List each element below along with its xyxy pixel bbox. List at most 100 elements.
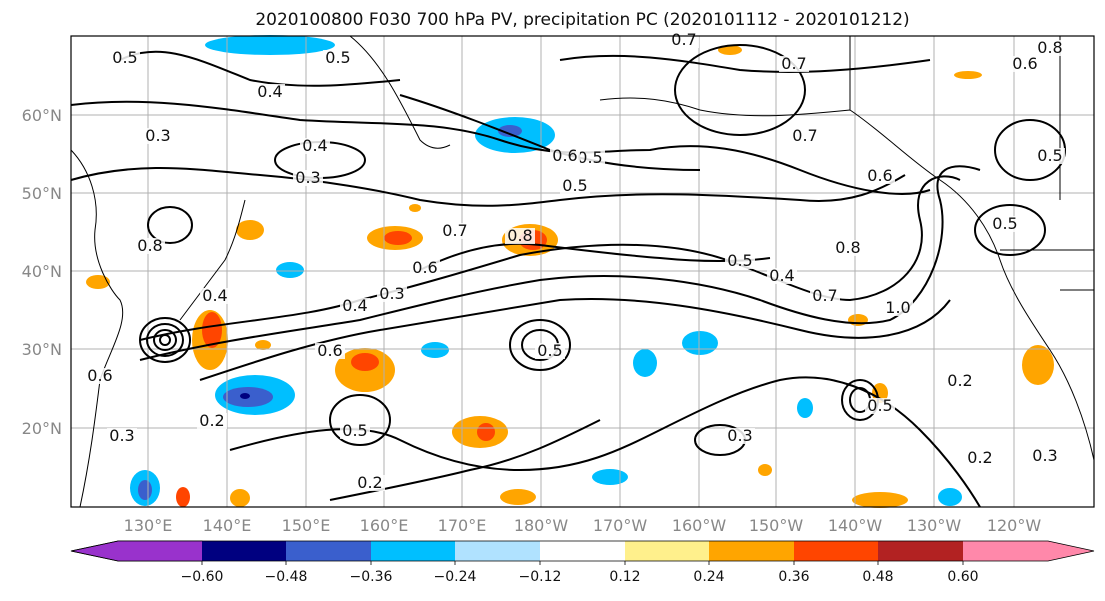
lon-label: 140°E bbox=[203, 516, 252, 535]
contour-label: 0.6 bbox=[867, 166, 892, 185]
pv-closed-contour bbox=[974, 204, 1046, 256]
contour-label: 0.4 bbox=[257, 82, 282, 101]
colorbar-swatch bbox=[625, 541, 709, 561]
map-title: 2020100800 F030 700 hPa PV, precipitatio… bbox=[255, 10, 910, 30]
lon-label: 150°W bbox=[749, 516, 804, 535]
pv-contour bbox=[70, 100, 931, 195]
contour-label: 0.6 bbox=[317, 341, 342, 360]
colorbar-swatch bbox=[202, 541, 286, 561]
longitude-labels: 130°E 140°E 150°E 160°E 170°E 180°W 170°W 160°W… bbox=[124, 516, 1042, 535]
positive-anomaly-patch bbox=[409, 204, 421, 212]
colorbar-tick-label: −0.12 bbox=[519, 569, 562, 585]
contour-label-bg bbox=[300, 138, 330, 154]
positive-anomaly-core bbox=[477, 423, 495, 441]
alaska-coastline bbox=[599, 97, 701, 111]
lon-label: 180°W bbox=[514, 516, 569, 535]
contour-label: 0.7 bbox=[671, 30, 696, 49]
contour-label: 0.3 bbox=[145, 126, 170, 145]
contour-label: 0.3 bbox=[295, 168, 320, 187]
contour-label: 0.8 bbox=[835, 238, 860, 257]
contour-label-bg bbox=[767, 268, 797, 284]
positive-anomaly-patch bbox=[86, 275, 110, 289]
contour-label: 0.7 bbox=[812, 286, 837, 305]
contour-label: 0.5 bbox=[537, 341, 562, 360]
contour-label: 0.2 bbox=[947, 371, 972, 390]
lat-label: 20°N bbox=[22, 419, 62, 438]
contour-label: 0.3 bbox=[379, 284, 404, 303]
colorbar-swatch bbox=[709, 541, 794, 561]
contour-label: 0.4 bbox=[302, 136, 327, 155]
contour-label-bg bbox=[790, 128, 820, 144]
positive-anomaly-patch bbox=[236, 220, 264, 240]
contour-label: 0.3 bbox=[1032, 446, 1057, 465]
contour-label-bg bbox=[1010, 56, 1040, 72]
positive-anomaly-patch bbox=[1022, 345, 1054, 385]
contour-label: 1.0 bbox=[885, 298, 910, 317]
contour-label-bg bbox=[377, 286, 407, 302]
contour-label-bg bbox=[945, 373, 975, 389]
pv-contour bbox=[139, 165, 981, 361]
contour-label-bg bbox=[535, 343, 565, 359]
contour-label-bg bbox=[85, 368, 115, 384]
pv-contour bbox=[559, 54, 931, 73]
negative-anomaly-patch bbox=[682, 331, 718, 355]
contour-label: 0.2 bbox=[357, 473, 382, 492]
map-frame bbox=[70, 35, 1095, 508]
coastlines bbox=[70, 35, 1095, 508]
asia-coastline bbox=[70, 149, 124, 508]
positive-anomaly-patch bbox=[758, 464, 772, 476]
colorbar-swatch bbox=[455, 541, 540, 561]
contour-label: 0.2 bbox=[967, 448, 992, 467]
colorbar-tick-label: −0.36 bbox=[350, 569, 393, 585]
colorbar: −0.60 −0.48 −0.36 −0.24 −0.12 0.12 0.24 0.36 0.4… bbox=[70, 540, 1095, 585]
contour-label-bg bbox=[990, 216, 1020, 232]
north-america-coastline bbox=[699, 109, 1095, 461]
pv-contour bbox=[199, 298, 951, 381]
contour-label: 0.4 bbox=[202, 286, 227, 305]
contour-label: 0.5 bbox=[562, 176, 587, 195]
contour-label: 0.5 bbox=[577, 148, 602, 167]
precip-shading bbox=[86, 35, 1054, 508]
contour-label: 0.5 bbox=[727, 251, 752, 270]
contour-label: 0.6 bbox=[87, 366, 112, 385]
lat-label: 40°N bbox=[22, 262, 62, 281]
contour-label: 0.6 bbox=[552, 146, 577, 165]
latitude-labels: 60°N 50°N 40°N 30°N 20°N bbox=[22, 106, 62, 438]
lon-label: 160°W bbox=[672, 516, 727, 535]
colorbar-extend-high bbox=[963, 541, 1094, 561]
contour-label: 0.7 bbox=[781, 54, 806, 73]
contour-label: 0.8 bbox=[507, 226, 532, 245]
colorbar-outline bbox=[70, 540, 1095, 562]
contour-label: 0.4 bbox=[342, 296, 367, 315]
lon-label: 170°E bbox=[438, 516, 487, 535]
positive-anomaly-patch bbox=[500, 489, 536, 505]
contour-label-bg bbox=[323, 50, 353, 66]
contour-label-bg bbox=[883, 300, 913, 316]
kamchatka-coastline bbox=[349, 35, 451, 149]
contour-label-bg bbox=[725, 253, 755, 269]
contour-label-bg bbox=[1035, 148, 1065, 164]
positive-anomaly-core bbox=[351, 353, 379, 371]
lon-label: 130°E bbox=[124, 516, 173, 535]
colorbar-swatch bbox=[878, 541, 963, 561]
political-boundaries bbox=[849, 36, 1094, 291]
lon-label: 120°W bbox=[987, 516, 1042, 535]
colorbar-swatch bbox=[794, 541, 878, 561]
lon-label: 150°E bbox=[282, 516, 331, 535]
pv-closed-contour bbox=[146, 323, 184, 357]
pv-closed-contour bbox=[153, 329, 177, 351]
japan-coastline bbox=[179, 199, 246, 321]
pv-closed-contour bbox=[509, 319, 571, 371]
colorbar-swatch bbox=[371, 541, 455, 561]
colorbar-tick-label: −0.24 bbox=[434, 569, 477, 585]
colorbar-swatch bbox=[118, 541, 202, 561]
colorbar-swatch bbox=[540, 541, 625, 561]
contour-label-bg bbox=[965, 450, 995, 466]
colorbar-tick-label: −0.60 bbox=[181, 569, 224, 585]
contour-label: 0.5 bbox=[1037, 146, 1062, 165]
contour-label-bg bbox=[550, 148, 580, 164]
contour-label-bg bbox=[315, 343, 345, 359]
lat-label: 60°N bbox=[22, 106, 62, 125]
contour-label-bg bbox=[725, 428, 755, 444]
contour-label-bg bbox=[355, 475, 385, 491]
